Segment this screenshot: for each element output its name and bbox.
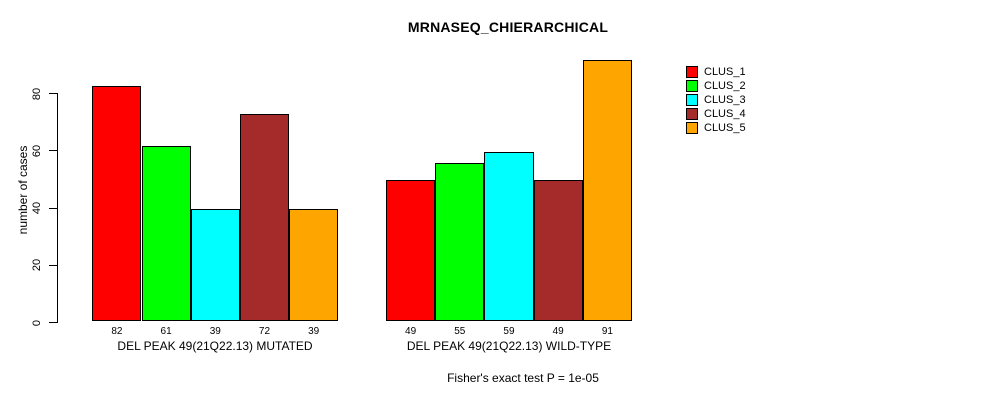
y-tick xyxy=(49,207,57,209)
y-tick-label: 80 xyxy=(31,87,43,100)
bar-value-label: 59 xyxy=(503,326,515,337)
y-axis-line xyxy=(57,93,58,323)
y-tick-label: 60 xyxy=(31,144,43,157)
bar-clus_1-group2 xyxy=(386,180,436,321)
bar-value-label: 39 xyxy=(209,326,221,337)
bar-value-label: 82 xyxy=(111,326,123,337)
bar-clus_4-group1 xyxy=(239,114,290,321)
bar-value-label: 39 xyxy=(308,326,320,337)
bar-value-label: 61 xyxy=(160,326,172,337)
legend-item: CLUS_2 xyxy=(686,80,746,92)
legend-swatch-icon xyxy=(686,108,698,120)
y-tick xyxy=(49,93,57,94)
bar-clus_1-group1 xyxy=(92,85,142,321)
stat-note: Fisher's exact test P = 1e-05 xyxy=(447,371,599,385)
bar-clus_2-group2 xyxy=(435,163,485,321)
bar-value-label: 55 xyxy=(454,326,466,337)
legend-item: CLUS_3 xyxy=(686,94,746,106)
legend-label: CLUS_1 xyxy=(704,66,746,78)
bar-value-label: 49 xyxy=(405,326,417,337)
bar-clus_5-group2 xyxy=(582,59,632,321)
bar-clus_2-group1 xyxy=(141,145,191,321)
bar-clus_3-group2 xyxy=(484,151,534,321)
legend-item: CLUS_5 xyxy=(686,122,746,134)
legend-label: CLUS_4 xyxy=(704,108,746,120)
legend-label: CLUS_5 xyxy=(704,122,746,134)
bar-clus_4-group2 xyxy=(533,180,583,321)
y-tick xyxy=(49,150,57,152)
y-tick-label: 40 xyxy=(31,201,43,215)
bar-value-label: 72 xyxy=(258,326,271,337)
y-axis-label: number of cases xyxy=(16,145,30,235)
legend-swatch-icon xyxy=(686,94,698,106)
legend-label: CLUS_3 xyxy=(704,94,746,106)
y-tick-label: 0 xyxy=(31,319,43,326)
bar-clus_3-group1 xyxy=(190,209,240,321)
y-tick-label: 20 xyxy=(31,259,43,272)
bar-clus_5-group1 xyxy=(289,209,339,321)
x-group-label-mutated: DEL PEAK 49(21Q22.13) MUTATED xyxy=(117,339,313,353)
bar-value-label: 91 xyxy=(601,326,613,337)
legend-label: CLUS_2 xyxy=(704,80,746,92)
bar-value-label: 49 xyxy=(552,326,564,337)
legend-item: CLUS_4 xyxy=(686,108,746,120)
y-tick xyxy=(49,264,57,266)
legend-swatch-icon xyxy=(686,80,698,92)
legend-item: CLUS_1 xyxy=(686,66,746,78)
legend-swatch-icon xyxy=(686,66,698,78)
x-group-label-wildtype: DEL PEAK 49(21Q22.13) WILD-TYPE xyxy=(406,339,612,353)
legend-swatch-icon xyxy=(686,122,698,134)
chart-title: MRNASEQ_CHIERARCHICAL xyxy=(407,19,609,35)
y-tick xyxy=(49,322,57,323)
